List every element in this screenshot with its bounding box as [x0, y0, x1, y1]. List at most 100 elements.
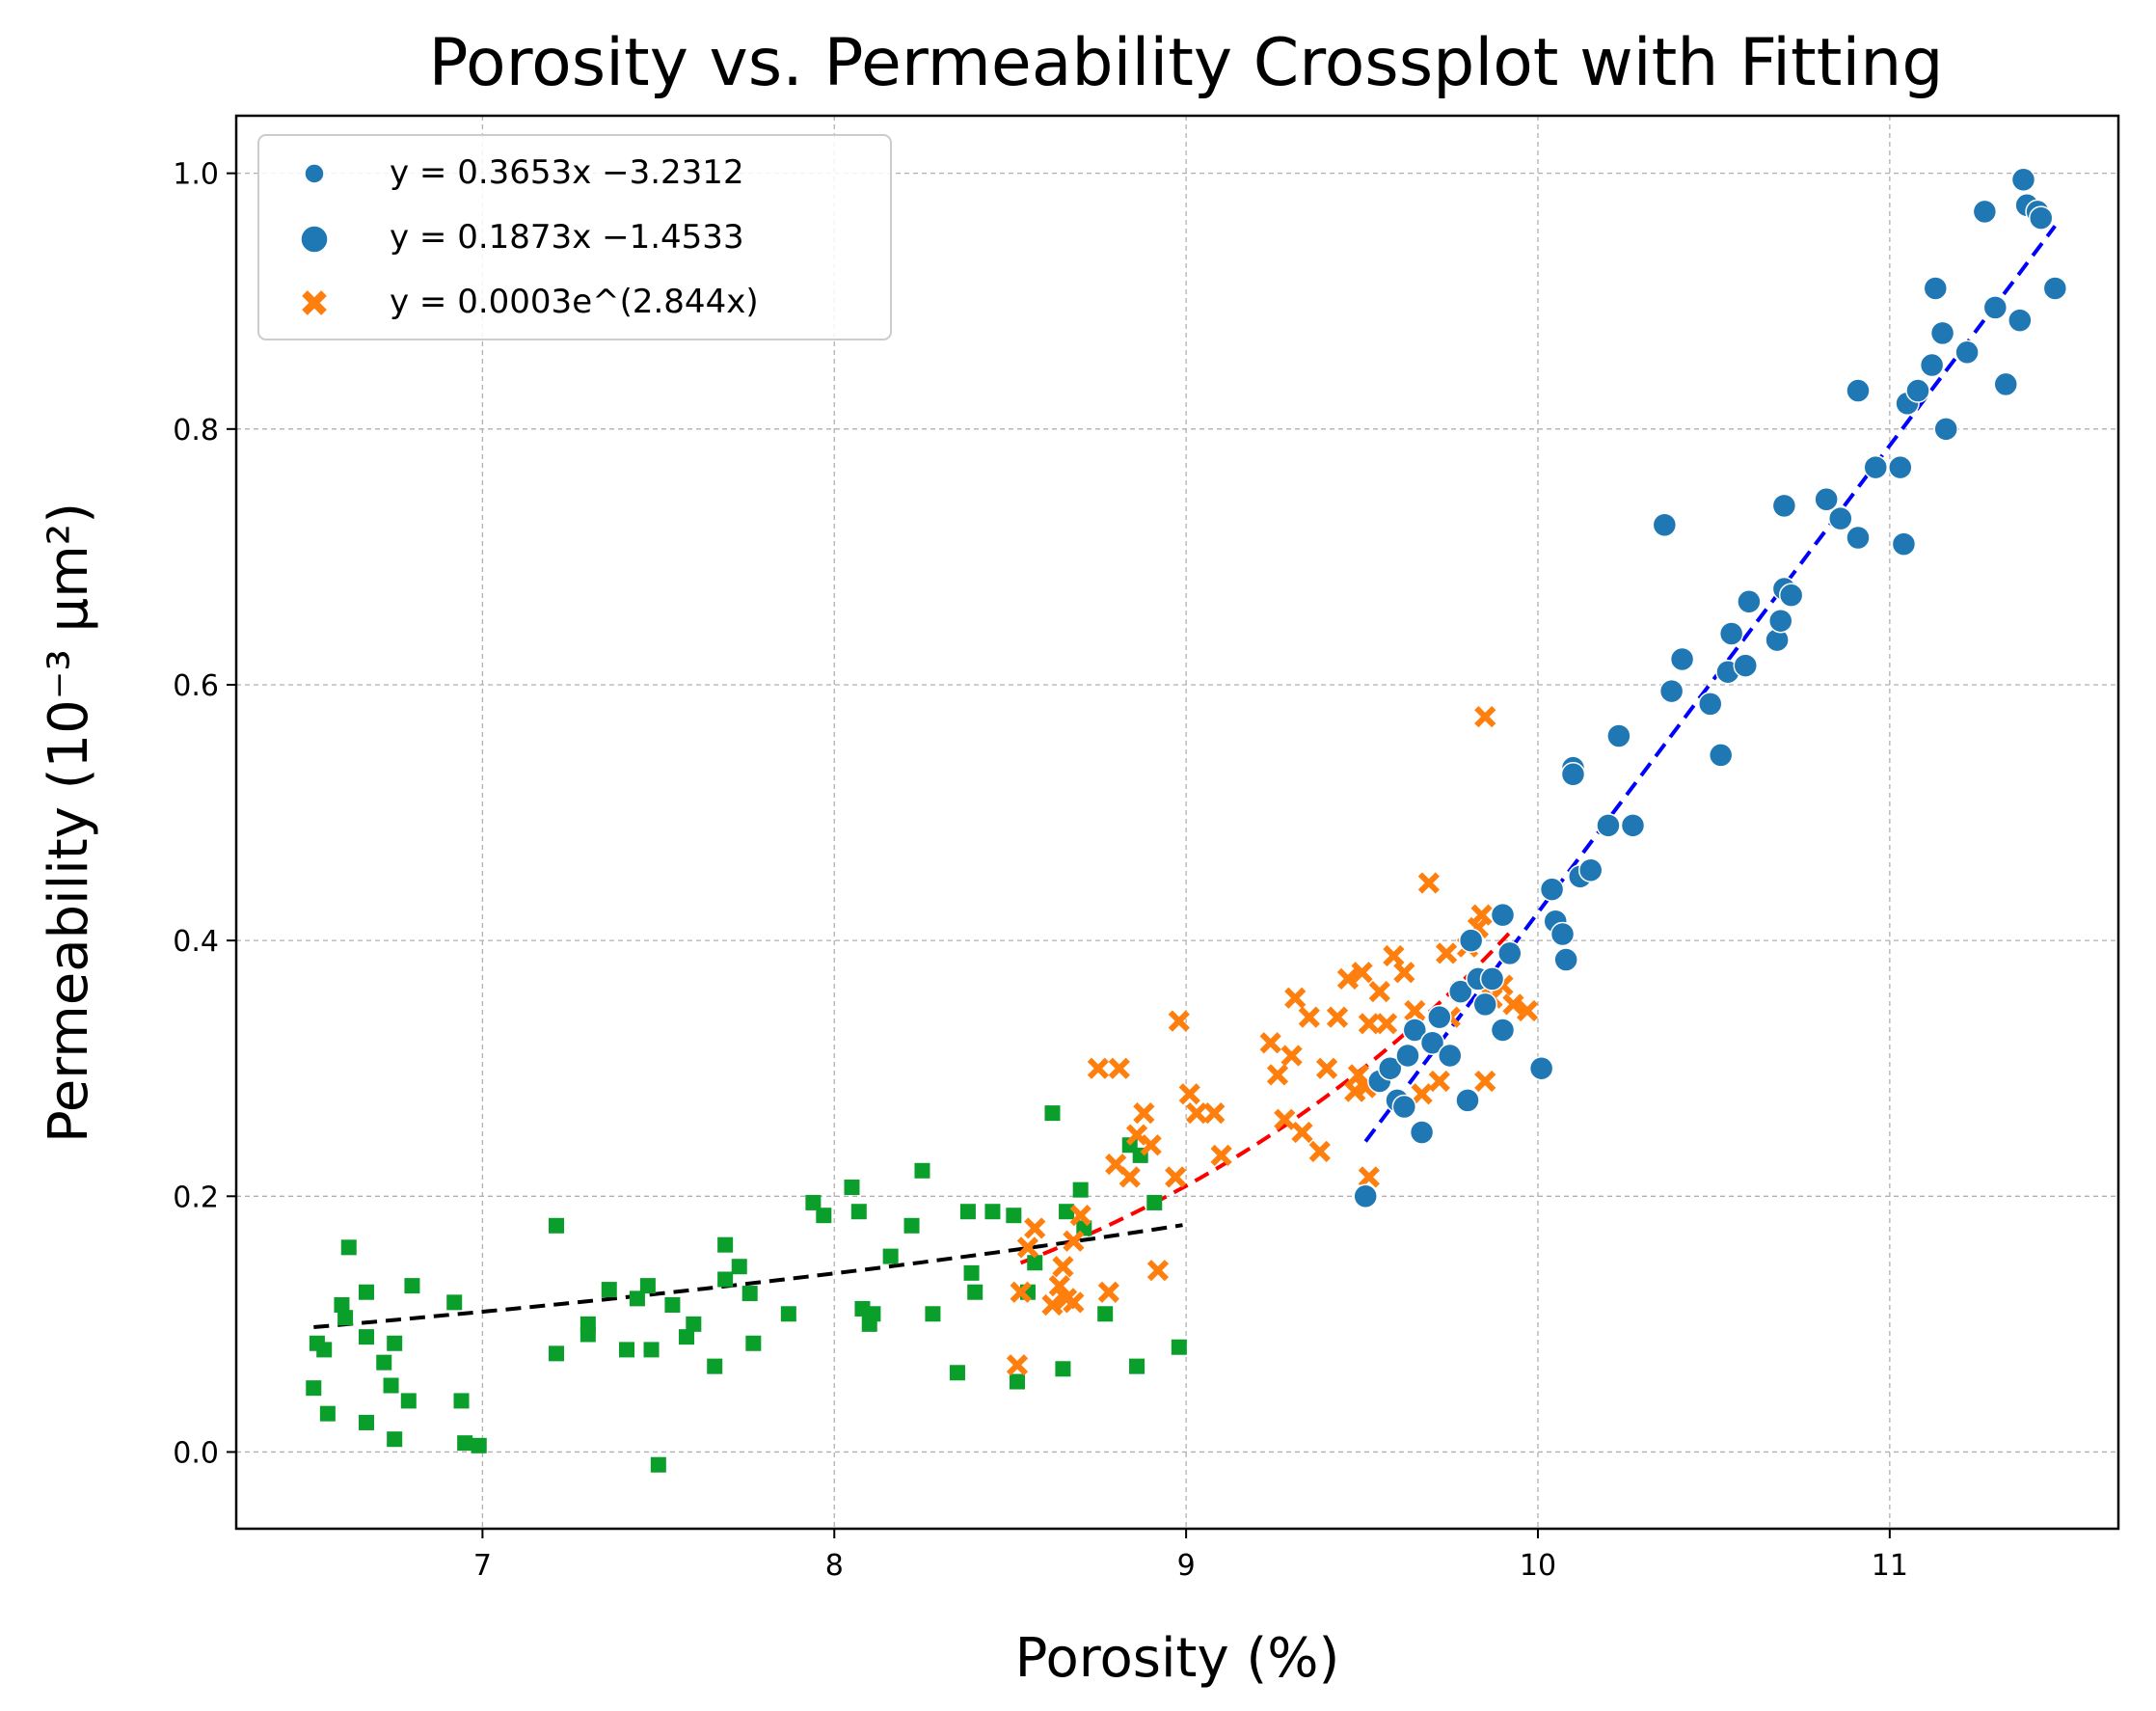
data-point-green [925, 1306, 941, 1322]
data-point-green [400, 1393, 417, 1409]
data-point-blue [1778, 583, 1804, 608]
data-point-green [717, 1236, 734, 1253]
data-point-blue [1888, 454, 1913, 480]
data-point-green [376, 1354, 392, 1371]
data-point-orange [1087, 1057, 1110, 1079]
fit-black [313, 1223, 1183, 1329]
data-point-green [816, 1208, 832, 1224]
data-point-orange [1308, 1140, 1331, 1163]
data-point-orange [1024, 1217, 1046, 1239]
data-point-orange [1291, 1121, 1313, 1144]
data-point-blue [2008, 308, 2033, 333]
data-point-orange [1259, 1032, 1281, 1054]
data-point-blue [1479, 966, 1505, 991]
data-point-blue [1458, 928, 1484, 953]
data-point-blue [1528, 1055, 1554, 1081]
data-point-orange [1375, 1013, 1398, 1035]
data-point-blue [1972, 199, 1998, 225]
x-tick-label: 10 [1520, 1549, 1556, 1583]
data-point-orange [1010, 1281, 1032, 1303]
data-point-blue [1377, 1055, 1403, 1081]
data-point-orange [1351, 962, 1373, 984]
data-point-orange [1069, 1205, 1091, 1227]
x-tick-label: 11 [1872, 1549, 1908, 1583]
data-point-orange [1210, 1144, 1232, 1166]
data-point-orange [1140, 1134, 1162, 1156]
data-point-green [446, 1294, 463, 1311]
data-point-orange [1428, 1070, 1450, 1093]
data-point-blue [1923, 276, 1949, 301]
data-point-blue [1652, 512, 1678, 538]
data-point-green [453, 1393, 470, 1409]
data-point-orange [1516, 999, 1539, 1022]
data-point-orange [1165, 1166, 1187, 1188]
legend-label-1: y = 0.3653x −3.2312 [390, 153, 744, 192]
data-point-blue [1447, 979, 1473, 1004]
data-point-orange [1168, 1010, 1190, 1032]
data-point-green [340, 1239, 357, 1256]
legend-label-3: y = 0.0003e^(2.844x) [390, 283, 759, 321]
data-point-green [780, 1306, 796, 1322]
data-point-green [903, 1217, 920, 1234]
x-tick-label: 7 [473, 1549, 492, 1583]
data-point-blue [1391, 1094, 1417, 1120]
data-point-orange [1185, 1101, 1208, 1125]
data-point-green [1072, 1181, 1089, 1198]
data-point-green [579, 1326, 596, 1343]
data-point-orange [1118, 1166, 1141, 1188]
y-tick-label: 0.6 [173, 669, 219, 703]
data-point-green [383, 1377, 399, 1394]
data-point-blue [1560, 762, 1586, 787]
data-point-green [1129, 1358, 1145, 1374]
data-point-green [1059, 1204, 1075, 1220]
data-point-orange [1280, 1045, 1303, 1067]
data-point-green [1027, 1255, 1043, 1271]
data-point-green [629, 1290, 645, 1307]
data-point-blue [1846, 525, 1871, 551]
data-point-green [664, 1296, 681, 1313]
data-point-orange [1052, 1256, 1074, 1278]
data-point-green [914, 1162, 930, 1179]
data-point-blue [1490, 1018, 1516, 1043]
data-point-blue [1814, 486, 1839, 512]
data-point-blue [1553, 947, 1578, 972]
series-orange [1006, 706, 1539, 1376]
data-point-green [316, 1342, 333, 1358]
data-point-orange [1326, 1006, 1349, 1028]
data-point-blue [1596, 813, 1621, 838]
data-point-orange [1298, 1006, 1320, 1028]
data-point-green [387, 1335, 403, 1351]
data-point-blue [2010, 167, 2036, 193]
data-point-blue [1733, 653, 1758, 678]
data-point-blue [1438, 1043, 1463, 1069]
data-point-green [306, 1380, 322, 1397]
data-point-blue [1846, 378, 1871, 403]
data-point-orange [1368, 981, 1390, 1003]
data-point-blue [1472, 991, 1498, 1018]
data-points [306, 167, 2068, 1473]
data-point-blue [1698, 692, 1723, 717]
data-point-green [549, 1217, 565, 1234]
data-point-green [639, 1278, 656, 1294]
data-point-orange [1474, 706, 1496, 728]
fit-blue [1363, 225, 2057, 1143]
data-point-green [717, 1271, 734, 1288]
data-point-green [337, 1310, 354, 1326]
data-point-green [1009, 1373, 1025, 1390]
data-point-blue [1658, 678, 1684, 704]
data-point-orange [1203, 1101, 1226, 1125]
data-point-orange [1411, 1083, 1433, 1105]
data-point-green [457, 1435, 473, 1452]
data-point-orange [1383, 944, 1405, 967]
legend-marker-large-circle [300, 225, 329, 254]
data-point-blue [2028, 205, 2054, 231]
data-point-orange [1063, 1230, 1085, 1252]
data-point-green [850, 1204, 867, 1220]
data-point-green [967, 1284, 984, 1300]
series-blue [1353, 167, 2068, 1209]
data-point-blue [1954, 339, 1980, 366]
data-point-blue [1539, 877, 1565, 902]
data-point-green [1044, 1105, 1061, 1122]
data-point-blue [1863, 454, 1888, 480]
